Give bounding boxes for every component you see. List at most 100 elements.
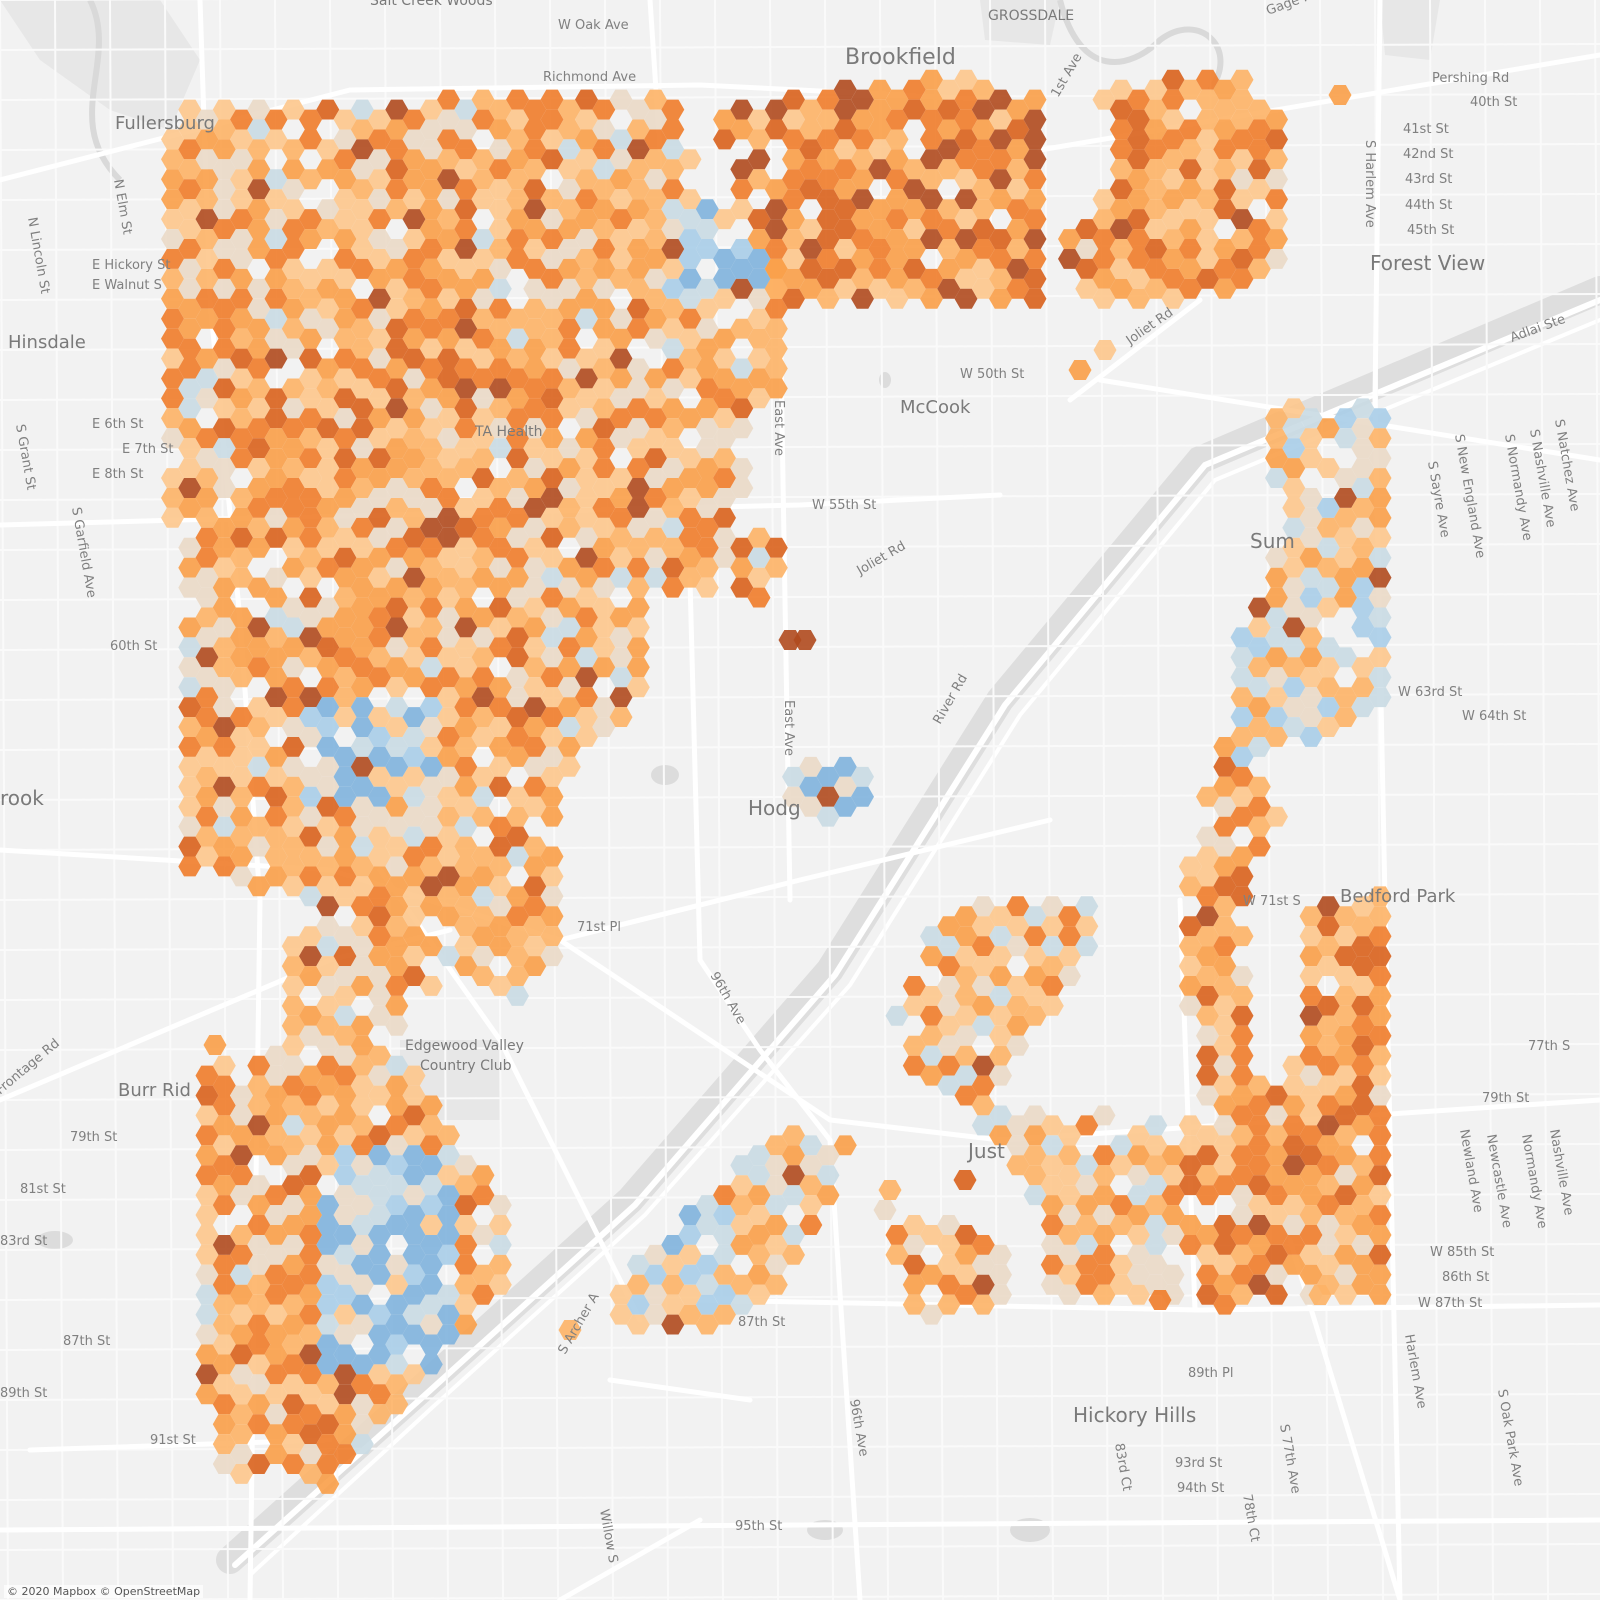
hexbin-cell[interactable] xyxy=(316,139,340,160)
hexbin-cell[interactable] xyxy=(782,1125,805,1146)
hexbin-cell[interactable] xyxy=(971,1254,995,1275)
hexbin-cell[interactable] xyxy=(1023,288,1047,309)
hexbin-cell[interactable] xyxy=(902,239,926,259)
hexbin-cell[interactable] xyxy=(1265,647,1288,668)
hexbin-cell[interactable] xyxy=(350,338,374,359)
hexbin-cell[interactable] xyxy=(1247,597,1271,618)
hexbin-cell[interactable] xyxy=(368,766,391,787)
hexbin-cell[interactable] xyxy=(1334,1165,1357,1186)
hexbin-cell[interactable] xyxy=(1299,1145,1323,1166)
hexbin-cell[interactable] xyxy=(299,1264,322,1285)
hexbin-cell[interactable] xyxy=(316,717,340,737)
hexbin-cell[interactable] xyxy=(264,1264,288,1285)
hexbin-cell[interactable] xyxy=(989,986,1012,1006)
hexbin-cell[interactable] xyxy=(1144,159,1168,180)
hexbin-cell[interactable] xyxy=(1334,488,1357,508)
hexbin-cell[interactable] xyxy=(540,906,564,927)
hexbin-cell[interactable] xyxy=(195,1205,219,1225)
hexbin-cell[interactable] xyxy=(1368,507,1392,528)
hexbin-cell[interactable] xyxy=(471,388,495,409)
hexbin-cell[interactable] xyxy=(661,1274,685,1295)
hexbin-cell[interactable] xyxy=(937,1055,961,1076)
hexbin-cell[interactable] xyxy=(264,1444,288,1464)
hexbin-cell[interactable] xyxy=(1230,866,1254,887)
hexbin-cell[interactable] xyxy=(644,1284,667,1305)
hexbin-cell[interactable] xyxy=(1023,89,1047,110)
hexbin-cell[interactable] xyxy=(230,647,253,668)
hexbin-cell[interactable] xyxy=(178,677,202,698)
hexbin-cell[interactable] xyxy=(506,946,529,967)
hexbin-cell[interactable] xyxy=(1075,239,1099,259)
hexbin-cell[interactable] xyxy=(195,209,219,230)
hexbin-cell[interactable] xyxy=(385,139,409,160)
hexbin-cell[interactable] xyxy=(247,1075,271,1096)
hexbin-cell[interactable] xyxy=(523,398,547,419)
hexbin-cell[interactable] xyxy=(1127,249,1150,269)
hexbin-cell[interactable] xyxy=(230,1225,253,1245)
hexbin-cell[interactable] xyxy=(747,1244,771,1265)
hexbin-cell[interactable] xyxy=(540,547,564,568)
hexbin-cell[interactable] xyxy=(1196,189,1219,210)
hexbin-cell[interactable] xyxy=(385,1314,409,1335)
hexbin-cell[interactable] xyxy=(402,109,426,130)
hexbin-cell[interactable] xyxy=(264,527,288,548)
hexbin-cell[interactable] xyxy=(454,199,478,220)
hexbin-cell[interactable] xyxy=(1299,1045,1323,1066)
hexbin-cell[interactable] xyxy=(1351,597,1375,618)
hexbin-cell[interactable] xyxy=(609,388,633,409)
hexbin-cell[interactable] xyxy=(230,567,253,588)
hexbin-cell[interactable] xyxy=(368,547,391,568)
hexbin-cell[interactable] xyxy=(350,756,374,777)
hexbin-cell[interactable] xyxy=(661,517,685,538)
hexbin-cell[interactable] xyxy=(609,627,633,648)
hexbin-cell[interactable] xyxy=(799,99,823,120)
hexbin-cell[interactable] xyxy=(678,527,702,548)
hexbin-cell[interactable] xyxy=(437,129,460,150)
hexbin-cell[interactable] xyxy=(281,338,305,359)
hexbin-cell[interactable] xyxy=(506,249,529,269)
hexbin-cell[interactable] xyxy=(368,1005,391,1026)
hexbin-cell[interactable] xyxy=(350,856,374,877)
hexbin-cell[interactable] xyxy=(920,1025,943,1046)
hexbin-cell[interactable] xyxy=(212,517,236,538)
hexbin-cell[interactable] xyxy=(1299,527,1323,548)
hexbin-cell[interactable] xyxy=(592,219,616,239)
hexbin-cell[interactable] xyxy=(1282,1155,1306,1176)
hexbin-cell[interactable] xyxy=(230,149,253,170)
hexbin-cell[interactable] xyxy=(989,1125,1012,1146)
hexbin-cell[interactable] xyxy=(385,856,409,877)
hexbin-cell[interactable] xyxy=(195,587,219,608)
hexbin-cell[interactable] xyxy=(212,836,236,857)
hexbin-cell[interactable] xyxy=(1196,846,1219,867)
hexbin-cell[interactable] xyxy=(385,597,409,618)
hexbin-cell[interactable] xyxy=(161,507,184,528)
hexbin-cell[interactable] xyxy=(333,846,357,867)
hexbin-cell[interactable] xyxy=(644,328,667,349)
hexbin-cell[interactable] xyxy=(299,1364,322,1385)
hexbin-cell[interactable] xyxy=(247,1294,271,1315)
hexbin-cell[interactable] xyxy=(299,846,322,867)
hexbin-cell[interactable] xyxy=(402,428,426,449)
hexbin-cell[interactable] xyxy=(557,717,581,737)
hexbin-cell[interactable] xyxy=(350,1274,374,1295)
hexbin-cell[interactable] xyxy=(333,607,357,628)
hexbin-cell[interactable] xyxy=(178,498,202,518)
hexbin-cell[interactable] xyxy=(540,886,564,907)
hexbin-cell[interactable] xyxy=(1196,946,1219,967)
hexbin-cell[interactable] xyxy=(937,258,961,279)
hexbin-cell[interactable] xyxy=(454,1195,478,1215)
hexbin-cell[interactable] xyxy=(747,1145,771,1166)
hexbin-cell[interactable] xyxy=(989,946,1012,967)
hexbin-cell[interactable] xyxy=(782,1244,805,1265)
hexbin-cell[interactable] xyxy=(1127,268,1150,289)
hexbin-cell[interactable] xyxy=(816,1185,840,1206)
hexbin-cell[interactable] xyxy=(178,99,202,120)
hexbin-cell[interactable] xyxy=(195,388,219,409)
hexbin-cell[interactable] xyxy=(989,249,1012,269)
hexbin-cell[interactable] xyxy=(540,687,564,708)
hexbin-cell[interactable] xyxy=(1040,936,1064,957)
hexbin-cell[interactable] xyxy=(454,717,478,737)
hexbin-cell[interactable] xyxy=(592,577,616,598)
hexbin-cell[interactable] xyxy=(195,746,219,767)
hexbin-cell[interactable] xyxy=(299,1205,322,1225)
